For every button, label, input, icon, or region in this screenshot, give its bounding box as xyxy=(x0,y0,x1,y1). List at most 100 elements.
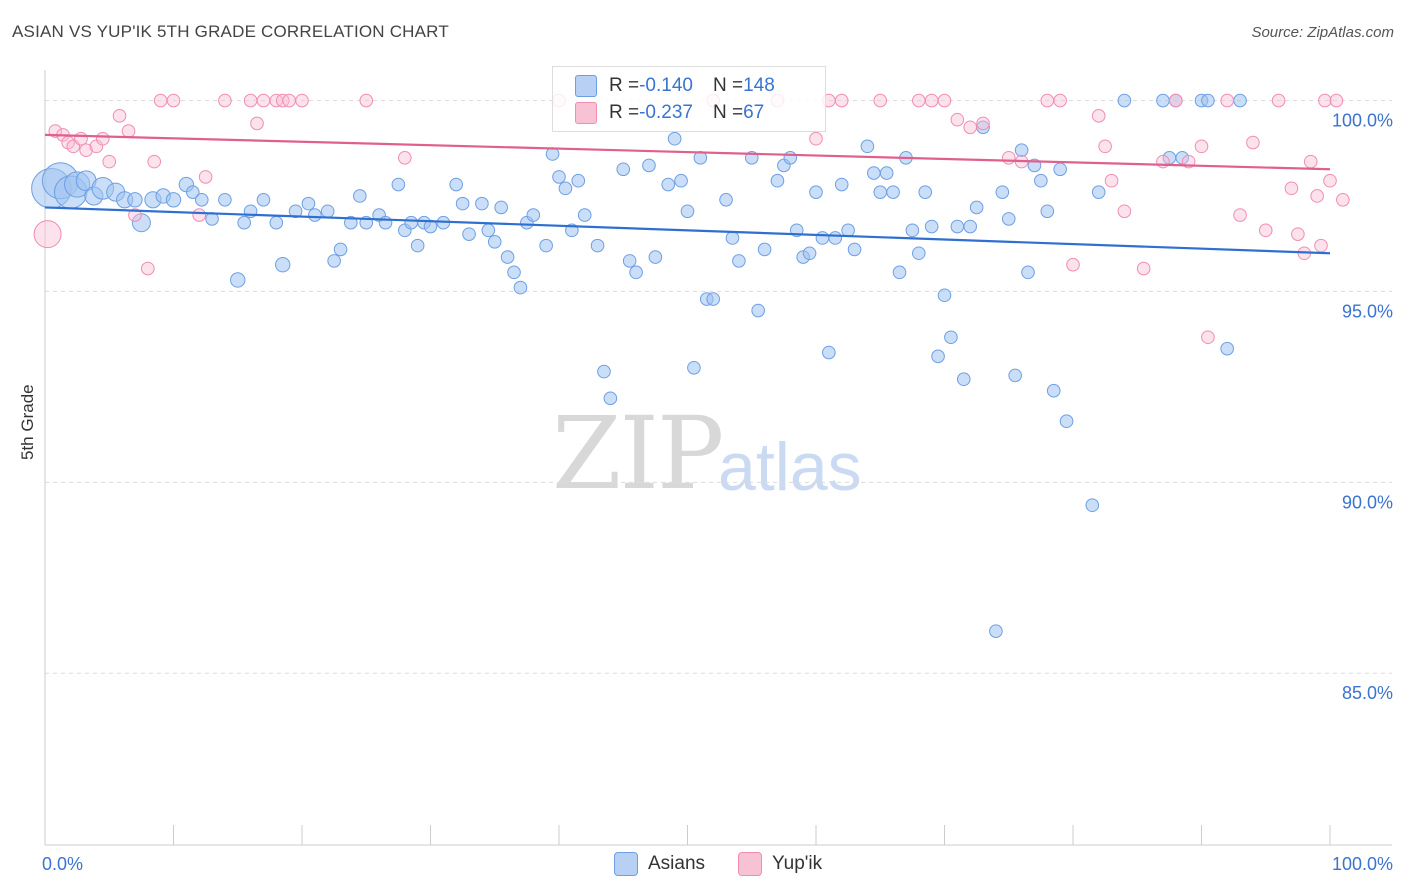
asians-point xyxy=(230,272,246,288)
yupik-point xyxy=(924,93,939,108)
watermark-atlas: atlas xyxy=(718,429,862,505)
yupik-point xyxy=(1310,189,1324,203)
bottom-legend-yupik[interactable]: Yup'ik xyxy=(738,852,822,876)
asians-point xyxy=(558,181,573,196)
yupik-legend-icon xyxy=(738,852,762,876)
asians-point xyxy=(661,177,676,192)
y-tick-label: 100.0% xyxy=(1332,111,1393,131)
yupik-point xyxy=(74,131,88,146)
yupik-point xyxy=(963,120,978,135)
yupik-point xyxy=(141,261,155,276)
yupik-point xyxy=(1246,135,1260,150)
asians-legend-icon xyxy=(614,852,638,876)
y-tick-label: 90.0% xyxy=(1342,492,1393,512)
asians-point xyxy=(269,215,284,230)
yupik-point xyxy=(809,131,823,146)
asians-point xyxy=(783,151,798,165)
asians-point xyxy=(847,242,862,257)
legend-row-asians: R = -0.140 N = 148 xyxy=(575,74,775,98)
asians-point xyxy=(1040,204,1055,219)
asians-point xyxy=(590,238,605,253)
y-axis-label: 5th Grade xyxy=(18,384,37,460)
asians-point xyxy=(571,173,586,188)
yupik-point xyxy=(1233,208,1247,222)
yupik-point xyxy=(102,154,117,169)
yupik-point xyxy=(243,93,258,108)
asians-point xyxy=(1034,173,1048,188)
yupik-point xyxy=(250,116,264,131)
asians-point xyxy=(500,250,515,264)
asians-point xyxy=(185,185,200,199)
legend-r-value: -0.140 xyxy=(639,75,693,96)
asians-point xyxy=(507,265,521,280)
asians-point xyxy=(732,254,746,268)
asians-point xyxy=(344,215,358,230)
asians-point xyxy=(475,196,489,211)
asians-point xyxy=(841,223,855,238)
asians-point xyxy=(275,257,291,273)
asians-point xyxy=(989,624,1003,639)
asians-point xyxy=(1201,93,1215,108)
asians-point xyxy=(455,196,470,211)
x-tick-label: 0.0% xyxy=(42,854,83,874)
asians-point xyxy=(1085,498,1100,513)
yupik-point xyxy=(1258,223,1273,238)
asians-point xyxy=(667,131,682,146)
legend-r-label: R = xyxy=(609,75,640,96)
asians-point xyxy=(308,208,322,222)
asians-point xyxy=(770,173,785,188)
yupik-point xyxy=(192,208,206,222)
asians-point xyxy=(1008,368,1022,383)
asians-point xyxy=(963,219,978,234)
asians-point xyxy=(378,215,393,230)
asians-point xyxy=(165,192,182,208)
asians-point xyxy=(1233,93,1247,108)
asians-point xyxy=(674,173,688,188)
yupik-point xyxy=(198,170,213,184)
asians-point xyxy=(886,185,900,199)
asians-trend-line xyxy=(44,206,1331,255)
legend-n-label: N = xyxy=(712,102,744,123)
bottom-legend-asians[interactable]: Asians xyxy=(614,852,705,876)
yupik-point xyxy=(873,93,888,108)
yupik-point xyxy=(834,93,849,108)
asians-point xyxy=(194,193,209,207)
asians-point xyxy=(552,170,566,184)
yupik-point xyxy=(1104,173,1119,188)
yupik-point xyxy=(912,93,926,108)
asians-point xyxy=(1021,265,1035,280)
asians-point xyxy=(944,330,958,345)
legend-r-value: -0.237 xyxy=(639,102,693,123)
asians-point xyxy=(860,139,875,154)
asians-point xyxy=(1220,341,1234,356)
asians-point xyxy=(256,193,271,207)
asians-point xyxy=(873,185,888,199)
x-tick-label: 100.0% xyxy=(1332,854,1393,874)
asians-point xyxy=(391,177,406,192)
asians-point xyxy=(577,208,592,222)
asians-point xyxy=(1156,93,1170,108)
asians-point xyxy=(1001,212,1016,226)
legend-row-yupik: R = -0.237 N = 67 xyxy=(575,101,764,125)
stats-legend: R = -0.140 N = 148 R = -0.237 N = 67 xyxy=(552,66,826,132)
asians-point xyxy=(481,223,496,238)
asians-point xyxy=(969,200,984,215)
legend-n-value: 148 xyxy=(743,75,775,96)
asians-point xyxy=(719,193,733,207)
asians-point xyxy=(834,177,849,192)
asians-point xyxy=(706,292,721,306)
asians-point xyxy=(603,391,618,406)
asians-point xyxy=(956,372,971,387)
asians-point xyxy=(597,364,611,379)
asians-point xyxy=(333,242,348,257)
asians-point xyxy=(725,231,740,245)
yupik-point xyxy=(1284,181,1299,196)
asians-point xyxy=(1014,143,1029,157)
yupik-point xyxy=(121,124,136,138)
asians-point xyxy=(1175,151,1190,165)
asians-point xyxy=(931,349,945,364)
asians-point xyxy=(1059,414,1074,429)
asians-point xyxy=(237,215,251,230)
yupik-point xyxy=(1303,154,1318,169)
yupik-point xyxy=(950,112,965,127)
